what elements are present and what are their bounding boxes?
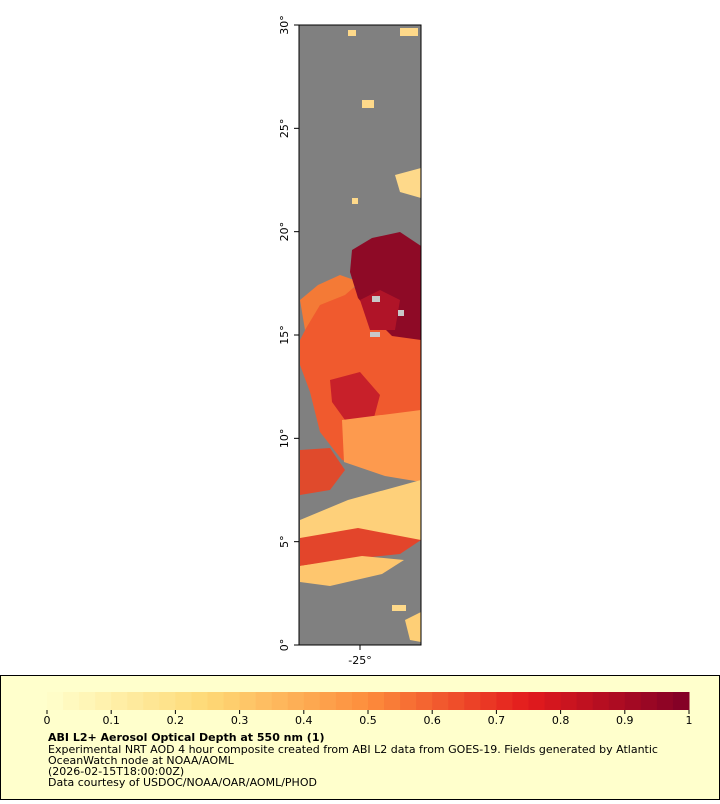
colorbar-step [592,692,610,710]
colorbar-tick-label: 0.8 [552,714,570,727]
legend-line: Data courtesy of USDOC/NOAA/OAR/AOML/PHO… [48,776,317,789]
colorbar-step [384,692,401,710]
axes: 0° 5° 10° 15° 20° 25° 30° -25° [278,15,372,667]
colorbar-step [528,692,546,710]
colorbar-step [464,692,481,710]
colorbar-step [223,692,241,710]
colorbar-step [544,692,562,710]
colorbar-step [127,692,144,710]
colorbar-step [95,692,112,710]
colorbar-step [512,692,529,710]
colorbar-step [432,692,449,710]
colorbar-step [191,692,208,710]
colorbar-tick-label: 0.1 [102,714,120,727]
colorbar-step [576,692,594,710]
colorbar-step [416,692,433,710]
colorbar-step [351,692,369,710]
colorbar-step [560,692,578,710]
lon-tick-label: -25° [348,654,371,667]
colorbar-step [335,692,353,710]
colorbar-tick-label: 0.2 [167,714,185,727]
colorbar-step [480,692,497,710]
colorbar-step [79,692,96,710]
colorbar-step [319,692,337,710]
lat-tick-label: 0° [278,639,291,652]
colorbar-tick-label: 0.4 [295,714,313,727]
colorbar-tick-label: 0 [44,714,51,727]
colorbar-step [368,692,385,710]
colorbar-step [111,692,128,710]
legend-title: ABI L2+ Aerosol Optical Depth at 550 nm … [48,731,325,744]
colorbar-step [175,692,192,710]
colorbar-step [303,692,321,710]
lat-tick-label: 15° [278,325,291,345]
colorbar-step [496,692,513,710]
colorbar-tick-label: 0.6 [423,714,441,727]
lat-tick-label: 5° [278,535,291,548]
colorbar-step [271,692,289,710]
lat-tick-label: 20° [278,222,291,242]
colorbar-step [448,692,465,710]
colorbar-tick-label: 0.7 [488,714,506,727]
colorbar-step [159,692,176,710]
lat-tick-label: 10° [278,429,291,449]
colorbar-step [287,692,305,710]
legend-line: Experimental NRT AOD 4 hour composite cr… [48,743,658,756]
lat-tick-label: 25° [278,119,291,139]
colorbar-tick-label: 0.5 [359,714,377,727]
colorbar-step [656,692,674,710]
colorbar-tick-label: 0.9 [616,714,634,727]
colorbar-step [207,692,225,710]
colorbar-step [640,692,658,710]
colorbar-tick-label: 0.3 [231,714,249,727]
colorbar-step [143,692,160,710]
lat-tick-label: 30° [278,15,291,35]
colorbar-step [63,692,80,710]
colorbar-step [624,692,642,710]
colorbar-step [255,692,273,710]
colorbar-step [47,692,64,710]
colorbar: 0 0.1 0.2 0.3 0.4 0.5 0.6 0.7 0.8 0.9 1 [44,692,693,727]
map-raster [299,25,421,645]
colorbar-tick-label: 1 [686,714,693,727]
colorbar-step [400,692,417,710]
colorbar-step [672,692,690,710]
colorbar-step [239,692,257,710]
legend-line: OceanWatch node at NOAA/AOML [48,754,235,767]
legend-line: (2026-02-15T18:00:00Z) [48,765,184,778]
colorbar-step [608,692,626,710]
